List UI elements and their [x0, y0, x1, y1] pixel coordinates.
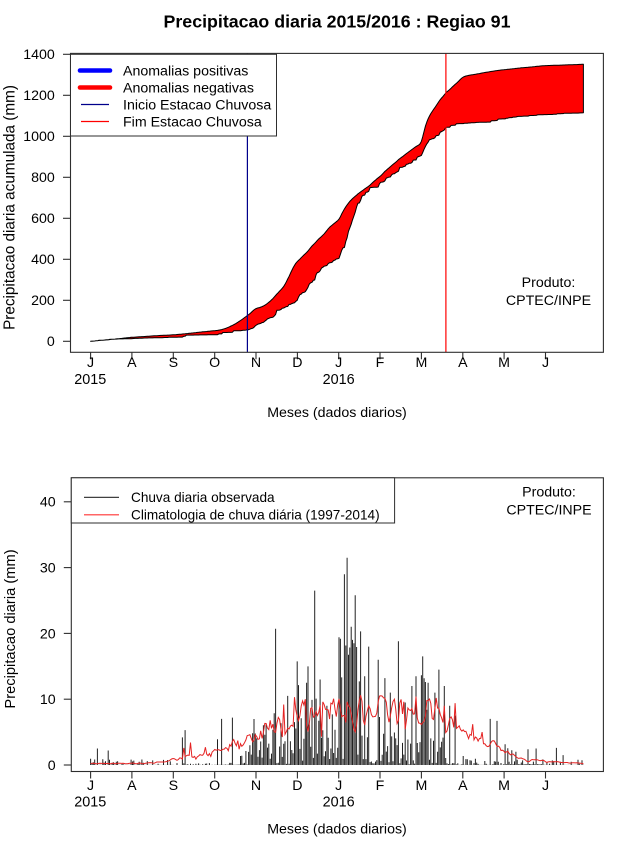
svg-text:1400: 1400: [23, 47, 55, 63]
svg-text:M: M: [415, 778, 427, 794]
svg-text:F: F: [376, 355, 385, 371]
svg-text:Meses (dados diarios): Meses (dados diarios): [267, 405, 407, 421]
svg-text:CPTEC/INPE: CPTEC/INPE: [506, 503, 591, 519]
svg-text:2015: 2015: [74, 795, 106, 811]
svg-text:Anomalias positivas: Anomalias positivas: [123, 63, 248, 79]
svg-text:J: J: [335, 778, 342, 794]
svg-text:Chuva diaria observada: Chuva diaria observada: [131, 490, 275, 505]
svg-text:600: 600: [31, 211, 55, 227]
svg-text:N: N: [251, 778, 261, 794]
svg-text:Anomalias negativas: Anomalias negativas: [123, 80, 254, 96]
svg-text:A: A: [127, 355, 137, 371]
svg-text:400: 400: [31, 252, 55, 268]
svg-text:Meses (dados diarios): Meses (dados diarios): [267, 822, 407, 838]
svg-text:2015: 2015: [74, 372, 106, 388]
svg-text:Fim Estacao Chuvosa: Fim Estacao Chuvosa: [123, 114, 262, 130]
svg-text:N: N: [251, 355, 261, 371]
svg-text:D: D: [292, 778, 302, 794]
svg-text:A: A: [458, 355, 468, 371]
svg-text:J: J: [542, 355, 549, 371]
svg-text:J: J: [87, 778, 94, 794]
svg-text:O: O: [209, 778, 220, 794]
svg-text:Produto:: Produto:: [522, 275, 576, 291]
svg-text:Precipitacao diaria 2015/2016: Precipitacao diaria 2015/2016 : Regiao 9…: [164, 11, 511, 31]
svg-text:A: A: [127, 778, 137, 794]
svg-text:10: 10: [40, 692, 56, 708]
svg-text:Climatologia de chuva diária (: Climatologia de chuva diária (1997-2014): [131, 508, 380, 523]
svg-text:M: M: [415, 355, 427, 371]
svg-text:O: O: [209, 355, 220, 371]
svg-text:20: 20: [40, 626, 56, 642]
svg-text:40: 40: [40, 495, 56, 511]
svg-text:M: M: [498, 355, 510, 371]
svg-text:A: A: [458, 778, 468, 794]
svg-text:1200: 1200: [23, 88, 55, 104]
svg-text:J: J: [335, 355, 342, 371]
svg-text:800: 800: [31, 170, 55, 186]
svg-text:30: 30: [40, 561, 56, 577]
svg-text:S: S: [169, 355, 178, 371]
svg-text:200: 200: [31, 293, 55, 309]
svg-text:S: S: [169, 778, 178, 794]
svg-text:0: 0: [47, 334, 55, 350]
svg-text:D: D: [292, 355, 302, 371]
svg-text:2016: 2016: [323, 795, 355, 811]
svg-text:F: F: [376, 778, 385, 794]
svg-text:J: J: [542, 778, 549, 794]
svg-text:2016: 2016: [323, 372, 355, 388]
svg-text:CPTEC/INPE: CPTEC/INPE: [506, 293, 591, 309]
svg-text:1000: 1000: [23, 129, 55, 145]
svg-text:M: M: [498, 778, 510, 794]
svg-text:Precipitacao diaria acumulada: Precipitacao diaria acumulada (mm): [2, 85, 19, 330]
svg-text:0: 0: [48, 758, 56, 774]
svg-text:Inicio Estacao Chuvosa: Inicio Estacao Chuvosa: [123, 97, 271, 113]
svg-text:J: J: [87, 355, 94, 371]
svg-text:Produto:: Produto:: [522, 485, 576, 501]
svg-text:Precipitacao diaria (mm): Precipitacao diaria (mm): [3, 549, 19, 708]
